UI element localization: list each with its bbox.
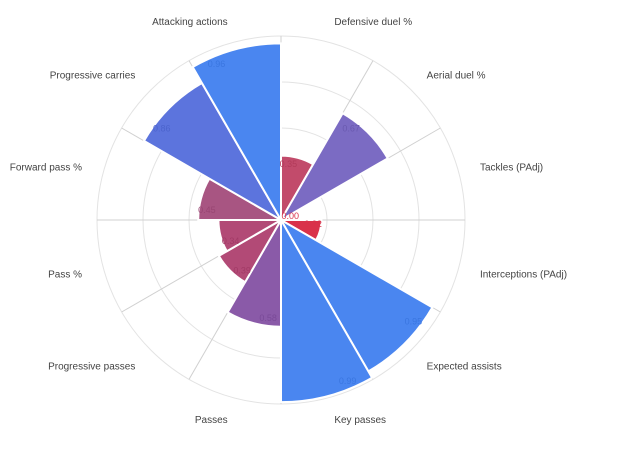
bar-progressive-passes[interactable] xyxy=(217,217,284,284)
category-label-pass: Pass % xyxy=(48,269,82,280)
value-label-interceptions-padj: 0.22 xyxy=(304,219,322,229)
category-label-progressive-passes: Progressive passes xyxy=(48,362,135,373)
value-label-pass: 0.34 xyxy=(222,236,240,246)
category-label-defensive-duel: Defensive duel % xyxy=(334,17,412,28)
value-labels: 0.35 0.67 0.00 0.22 0.95 0.99 0.58 0.39 0.34 0.45… xyxy=(153,59,422,386)
value-label-attacking-actions: 0.96 xyxy=(208,59,226,69)
category-label-key-passes: Key passes xyxy=(334,415,386,426)
value-label-progressive-carries: 0.86 xyxy=(153,124,171,134)
value-label-passes: 0.58 xyxy=(259,313,277,323)
value-label-progressive-passes: 0.39 xyxy=(233,266,251,276)
bar-passes[interactable] xyxy=(226,216,282,328)
category-label-forward-pass: Forward pass % xyxy=(10,163,82,174)
value-label-defensive-duel: 0.35 xyxy=(280,159,298,169)
category-label-aerial-duel: Aerial duel % xyxy=(427,70,486,81)
bar-expected-assists[interactable] xyxy=(278,217,434,373)
category-label-interceptions-padj: Interceptions (PAdj) xyxy=(480,269,567,280)
category-label-expected-assists: Expected assists xyxy=(427,362,502,373)
value-label-expected-assists: 0.95 xyxy=(405,317,423,327)
value-label-key-passes: 0.99 xyxy=(339,376,357,386)
category-label-tackles-padj: Tackles (PAdj) xyxy=(480,163,543,174)
bar-attacking-actions[interactable] xyxy=(191,42,282,224)
bar-aerial-duel[interactable] xyxy=(278,111,390,223)
category-label-passes: Passes xyxy=(195,415,228,426)
value-label-tackles-padj: 0.00 xyxy=(281,211,299,221)
value-label-forward-pass: 0.45 xyxy=(198,205,216,215)
category-label-attacking-actions: Attacking actions xyxy=(152,17,228,28)
category-label-progressive-carries: Progressive carries xyxy=(50,70,136,81)
bar-key-passes[interactable] xyxy=(280,216,374,404)
chart-bars xyxy=(142,42,434,404)
category-labels: Defensive duel % Aerial duel % Tackles (PA… xyxy=(10,17,567,426)
value-label-aerial-duel: 0.67 xyxy=(342,124,360,134)
